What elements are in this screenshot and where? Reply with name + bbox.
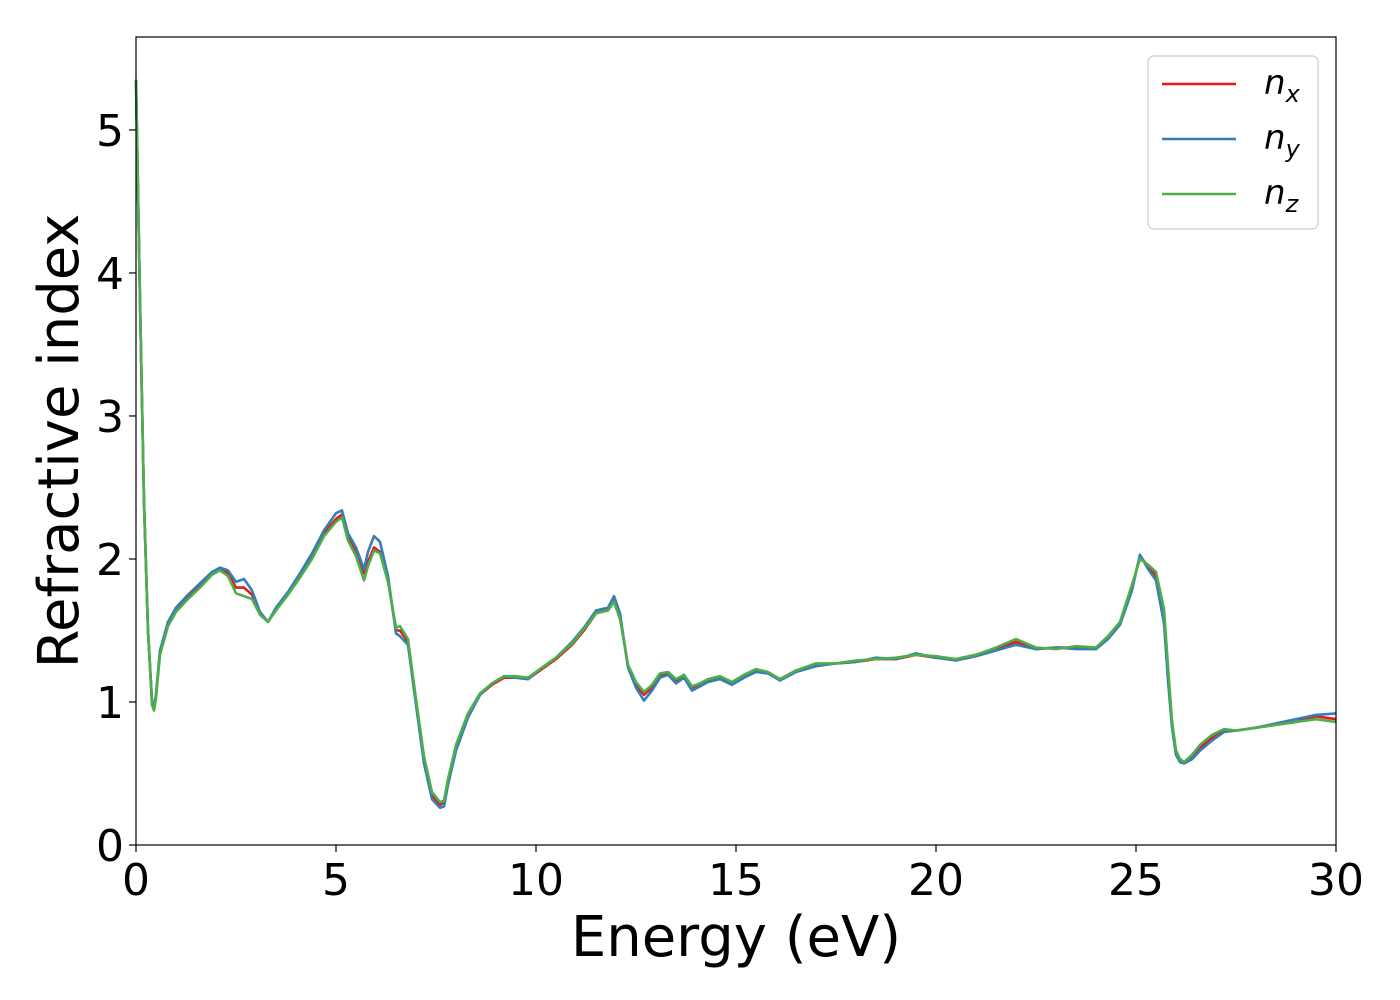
x-tick-label: 30 bbox=[1308, 855, 1364, 906]
x-axis: 0 5 10 15 20 25 30 bbox=[122, 845, 1364, 906]
y-tick-label: 3 bbox=[96, 392, 124, 443]
y-tick-label: 2 bbox=[96, 535, 124, 586]
legend-symbol: n bbox=[1264, 173, 1286, 213]
x-tick-label: 5 bbox=[322, 855, 350, 906]
x-tick-label: 0 bbox=[122, 855, 150, 906]
x-tick-label: 20 bbox=[908, 855, 964, 906]
y-tick-label: 4 bbox=[96, 249, 124, 300]
legend-symbol: n bbox=[1264, 63, 1286, 103]
legend-label-nz: nz bbox=[1264, 173, 1300, 218]
legend-subscript: x bbox=[1285, 80, 1301, 108]
series-line-nz bbox=[134, 79, 1337, 804]
legend-subscript: y bbox=[1285, 135, 1301, 163]
x-axis-title: Energy (eV) bbox=[571, 905, 901, 970]
legend-subscript: z bbox=[1285, 190, 1300, 218]
y-axis-title: Refractive index bbox=[27, 214, 92, 669]
legend-symbol: n bbox=[1264, 118, 1286, 158]
x-tick-label: 10 bbox=[508, 855, 564, 906]
x-tick-label: 25 bbox=[1108, 855, 1164, 906]
x-tick-label: 15 bbox=[708, 855, 764, 906]
legend-box bbox=[1147, 55, 1319, 230]
y-tick-label: 0 bbox=[96, 821, 124, 872]
legend-label-ny: ny bbox=[1264, 118, 1301, 163]
y-tick-label: 5 bbox=[96, 106, 124, 157]
y-axis: 0 1 2 3 4 5 bbox=[96, 106, 136, 872]
legend-label-nx: nx bbox=[1264, 63, 1301, 108]
y-tick-label: 1 bbox=[96, 678, 124, 729]
plot-area bbox=[134, 79, 1337, 810]
